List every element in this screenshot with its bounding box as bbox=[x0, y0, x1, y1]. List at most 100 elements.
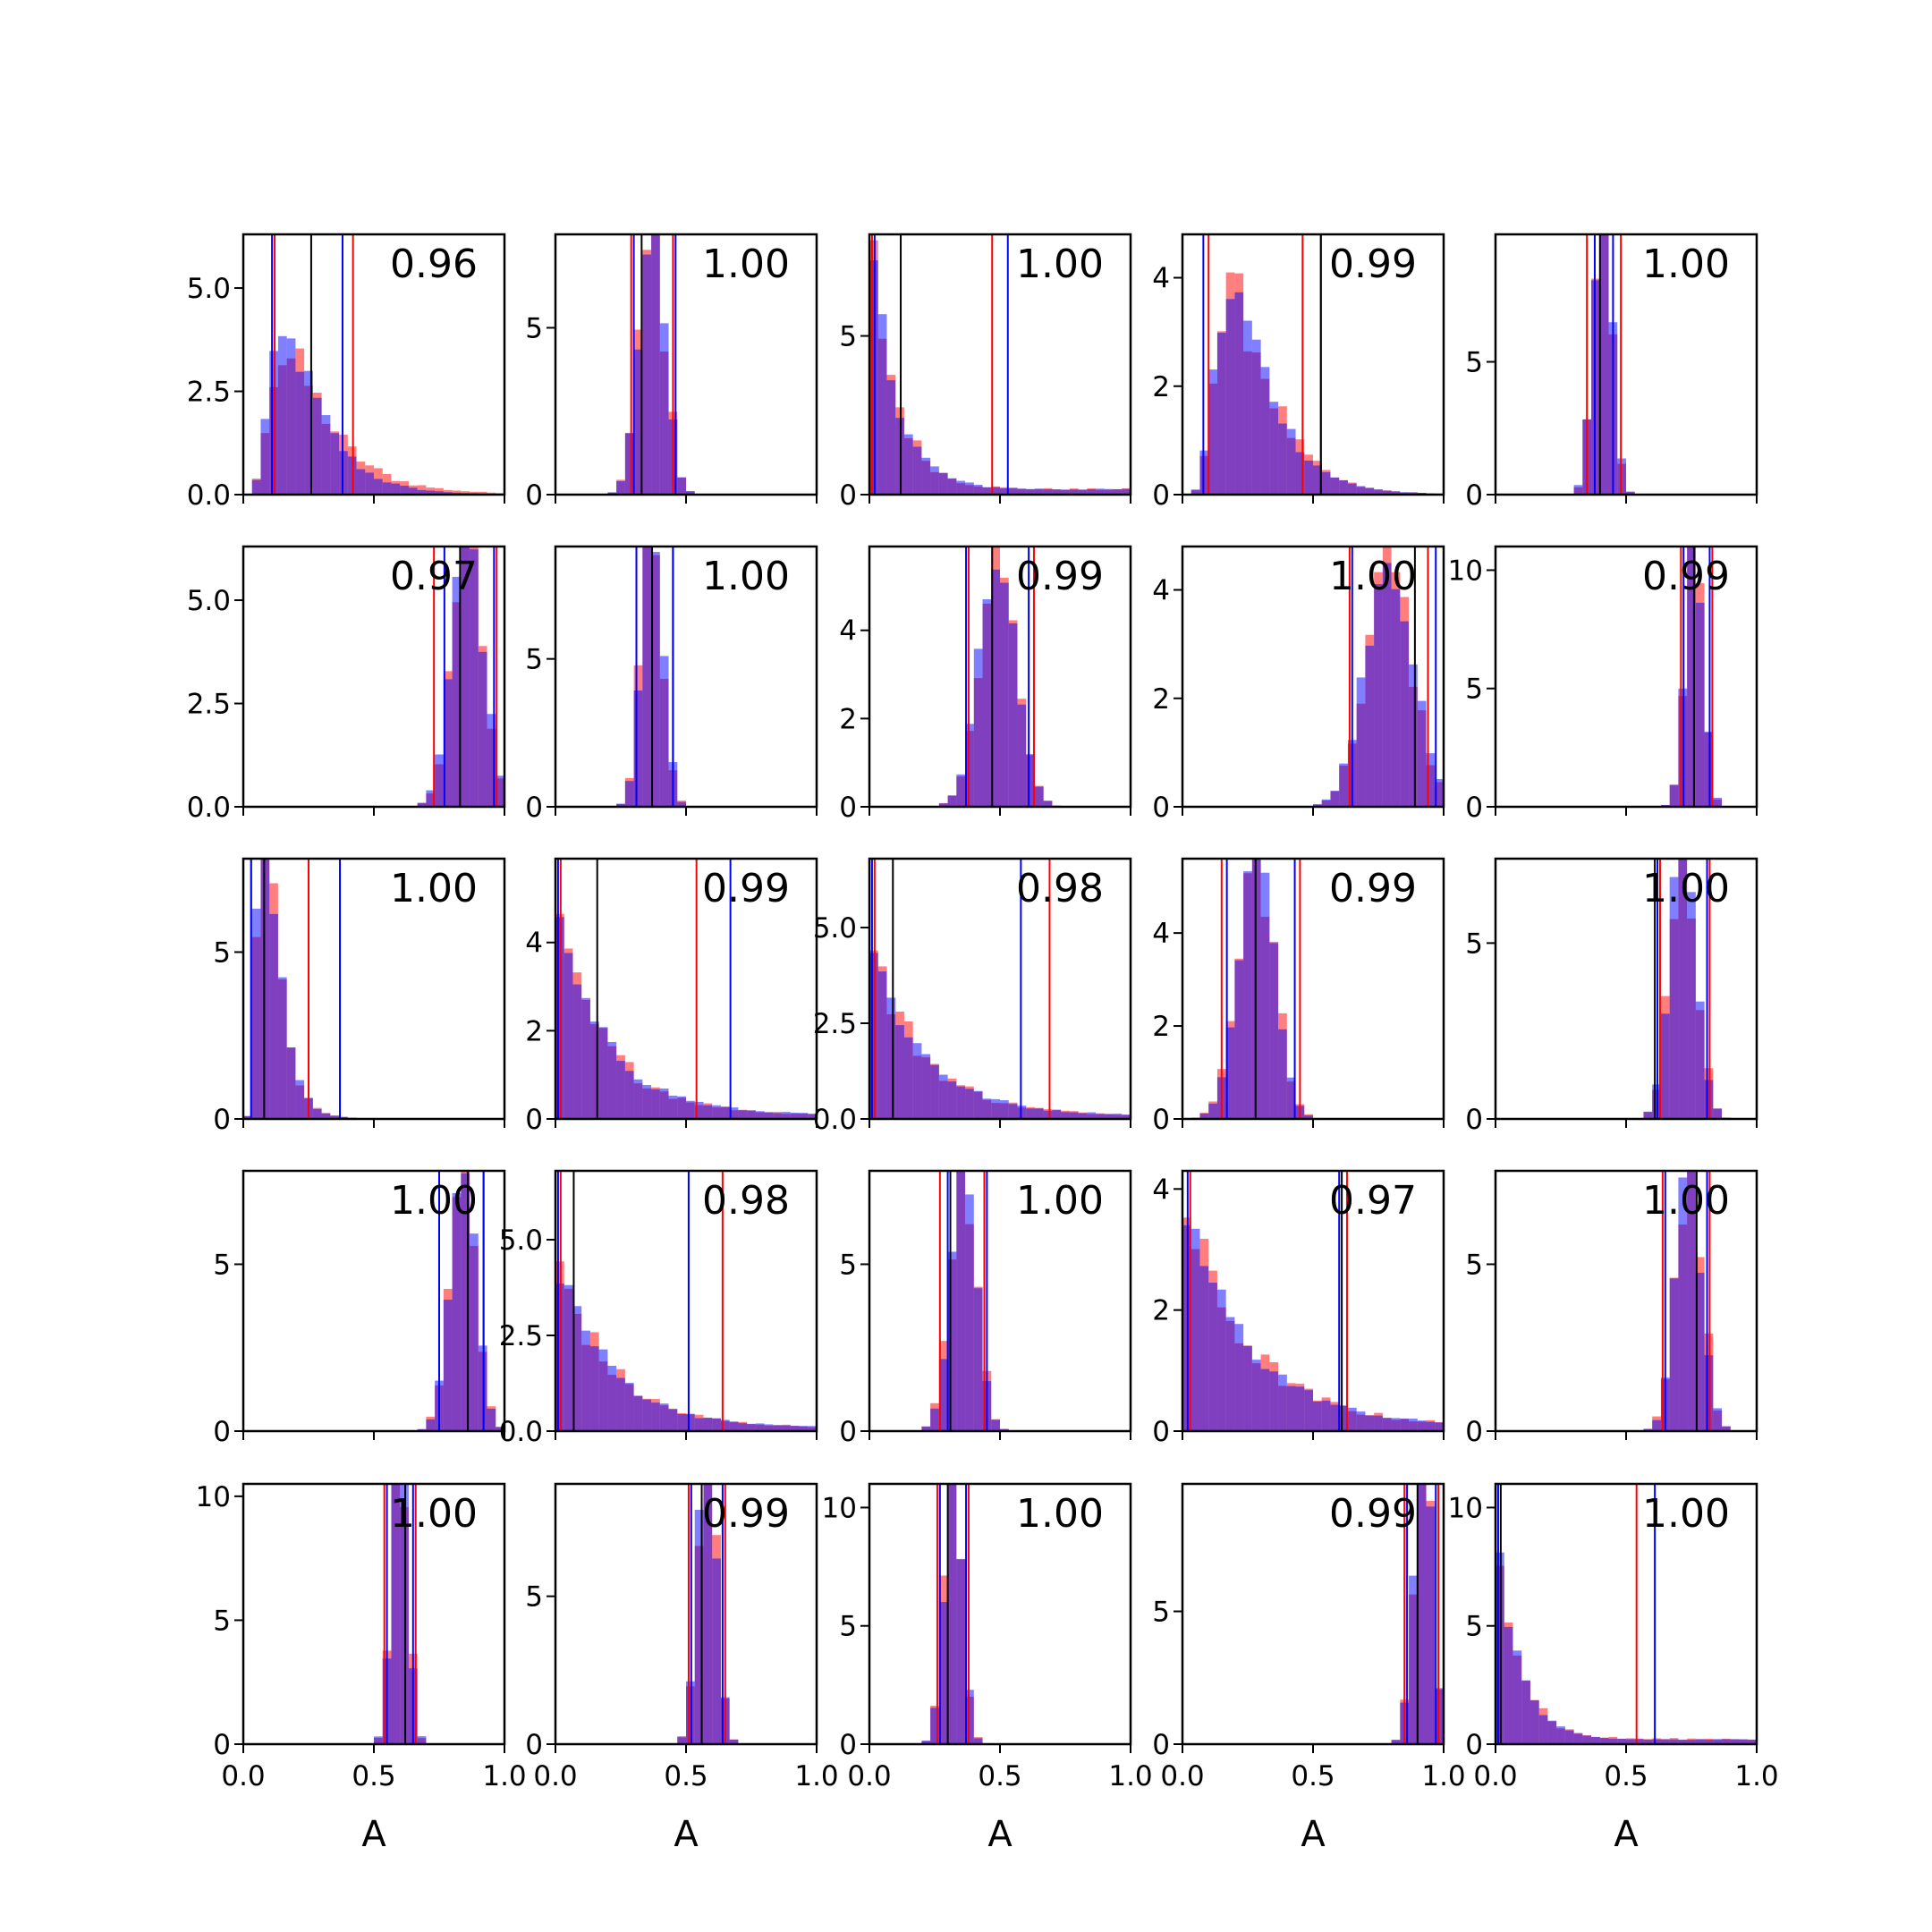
x-axis-label: A bbox=[361, 1814, 386, 1855]
blue-hist-bar bbox=[417, 802, 427, 807]
blue-hist-bar bbox=[452, 576, 462, 807]
blue-hist-bar bbox=[1339, 479, 1348, 495]
y-tick-label: 2.5 bbox=[499, 1320, 543, 1352]
blue-hist-bar bbox=[921, 1426, 931, 1431]
blue-hist-bar bbox=[1382, 563, 1392, 807]
blue-hist-bar bbox=[487, 1408, 496, 1431]
blue-hist-bar bbox=[1026, 1108, 1035, 1119]
blue-hist-bar bbox=[1643, 1111, 1653, 1119]
blue-hist-bar bbox=[973, 485, 983, 495]
panel-value-label: 0.99 bbox=[1642, 554, 1730, 599]
blue-hist-bar bbox=[1347, 1407, 1357, 1431]
y-tick-label: 4 bbox=[1152, 1174, 1170, 1206]
blue-hist-bar bbox=[991, 487, 1000, 495]
blue-hist-bar bbox=[1400, 492, 1410, 495]
panel-value-label: 1.00 bbox=[702, 242, 790, 287]
panel-7: 051.00 bbox=[525, 545, 818, 824]
blue-hist-bar bbox=[1391, 491, 1401, 495]
blue-hist-bar bbox=[1216, 333, 1226, 495]
y-tick-label: 0.0 bbox=[187, 479, 231, 512]
blue-hist-bar bbox=[947, 478, 957, 495]
blue-hist-bar bbox=[426, 490, 436, 495]
blue-hist-bar bbox=[921, 1054, 931, 1119]
blue-hist-bar bbox=[330, 1115, 340, 1119]
panel-8: 0 2 4 0.99 bbox=[839, 545, 1132, 824]
blue-hist-bar bbox=[921, 1740, 931, 1744]
blue-hist-bar bbox=[694, 1509, 704, 1744]
blue-hist-bar bbox=[443, 492, 453, 495]
blue-hist-bar bbox=[496, 1427, 504, 1431]
blue-hist-bar bbox=[1321, 799, 1331, 807]
blue-hist-bar bbox=[642, 1085, 652, 1119]
blue-hist-bar bbox=[1660, 1013, 1670, 1119]
y-tick-label: 0 bbox=[1152, 1729, 1170, 1761]
y-tick-label: 5 bbox=[1465, 1249, 1483, 1281]
red-hist-bar bbox=[461, 491, 470, 495]
blue-hist-bar bbox=[1643, 1739, 1653, 1744]
blue-hist-bar bbox=[607, 492, 617, 495]
blue-hist-bar bbox=[651, 234, 660, 495]
blue-hist-bar bbox=[703, 1484, 713, 1744]
blue-hist-bar bbox=[564, 1284, 573, 1431]
blue-hist-bar bbox=[269, 913, 278, 1119]
y-tick-label: 5 bbox=[1152, 1597, 1170, 1629]
blue-hist-bar bbox=[295, 371, 305, 495]
y-tick-label: 5 bbox=[213, 936, 231, 969]
blue-hist-bar bbox=[1678, 1177, 1688, 1431]
panel-value-label: 0.99 bbox=[1329, 242, 1417, 287]
blue-hist-bar bbox=[1330, 791, 1340, 807]
y-tick-label: 0 bbox=[1465, 792, 1483, 824]
blue-hist-bar bbox=[391, 483, 401, 495]
x-tick-label: 1.0 bbox=[794, 1760, 838, 1792]
panel-5: 051.00 bbox=[1465, 233, 1758, 512]
blue-hist-bar bbox=[1017, 488, 1027, 495]
blue-hist-bar bbox=[624, 433, 634, 495]
blue-hist-bar bbox=[1278, 423, 1287, 495]
panel-value-label: 0.99 bbox=[1329, 866, 1417, 911]
blue-hist-bar bbox=[738, 1423, 748, 1431]
blue-hist-bar bbox=[1435, 778, 1444, 807]
blue-hist-bar bbox=[1000, 1100, 1009, 1119]
panel-22: 0 5 0.0 0.5 1.0 A 0.99 bbox=[525, 1482, 839, 1855]
blue-hist-bar bbox=[624, 1071, 634, 1119]
blue-hist-bar bbox=[1208, 1282, 1217, 1431]
blue-hist-bar bbox=[1374, 584, 1383, 807]
blue-hist-bar bbox=[1713, 797, 1723, 807]
blue-hist-bar bbox=[1225, 1317, 1235, 1431]
blue-hist-bar bbox=[694, 1418, 704, 1431]
panel-18: 051.00 bbox=[839, 1169, 1132, 1448]
blue-hist-bar bbox=[677, 1414, 686, 1431]
blue-hist-bar bbox=[799, 1426, 809, 1431]
blue-hist-bar bbox=[1034, 488, 1044, 495]
blue-hist-bar bbox=[581, 1330, 590, 1431]
blue-hist-bar bbox=[1199, 1266, 1209, 1431]
blue-hist-bar bbox=[1435, 1422, 1444, 1431]
blue-hist-bar bbox=[1617, 1738, 1626, 1744]
blue-hist-bar bbox=[1564, 1730, 1574, 1744]
blue-hist-bar bbox=[1330, 1404, 1340, 1431]
blue-hist-bar bbox=[1269, 943, 1279, 1119]
blue-hist-bar bbox=[1391, 1740, 1401, 1744]
blue-hist-bar bbox=[703, 1418, 713, 1431]
y-tick-label: 2 bbox=[1152, 1011, 1170, 1043]
blue-hist-bar bbox=[624, 1383, 634, 1431]
red-hist-bar bbox=[478, 491, 487, 495]
blue-hist-bar bbox=[1669, 1739, 1679, 1744]
blue-hist-bar bbox=[1104, 488, 1114, 495]
y-tick-label: 0.0 bbox=[813, 1104, 857, 1136]
blue-hist-bar bbox=[426, 790, 436, 807]
y-tick-label: 5 bbox=[525, 312, 543, 344]
red-hist-bar bbox=[417, 485, 427, 495]
blue-hist-bar bbox=[1034, 1108, 1044, 1119]
blue-hist-bar bbox=[764, 1112, 774, 1119]
red-hist-bar bbox=[452, 490, 462, 495]
y-tick-label: 4 bbox=[1152, 575, 1170, 607]
panel-15: 051.00 bbox=[1465, 857, 1758, 1136]
blue-hist-bar bbox=[1599, 1738, 1609, 1744]
blue-hist-bar bbox=[938, 1359, 948, 1431]
y-tick-label: 10 bbox=[1448, 555, 1483, 587]
blue-hist-bar bbox=[1400, 621, 1410, 807]
blue-hist-bar bbox=[1216, 1289, 1226, 1431]
blue-hist-bar bbox=[1321, 1400, 1331, 1431]
blue-hist-bar bbox=[624, 781, 634, 807]
